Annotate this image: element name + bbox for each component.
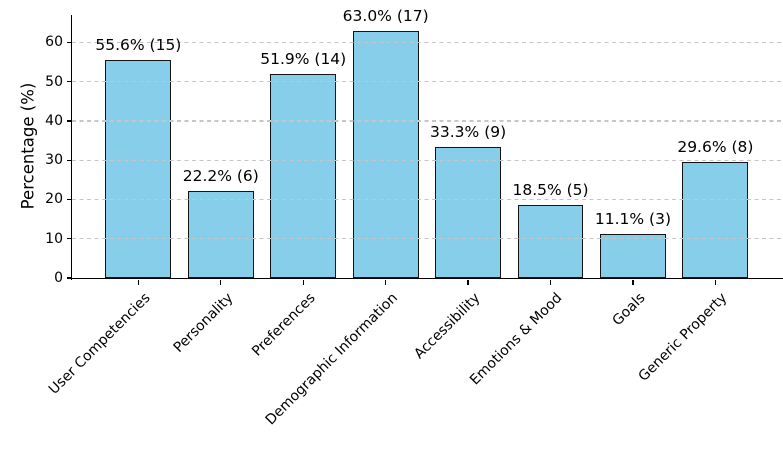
x-tick-mark-preferences xyxy=(302,279,304,285)
x-tick-label-accessibility: Accessibility xyxy=(411,290,484,363)
y-axis-spine xyxy=(70,15,72,280)
bar-emotions-mood xyxy=(517,205,584,278)
bar-annotation-generic-property: 29.6% (8) xyxy=(677,137,754,156)
y-tick-mark-40 xyxy=(66,120,72,122)
bar-annotation-goals: 11.1% (3) xyxy=(594,210,672,229)
x-tick-mark-emotions-mood xyxy=(549,279,552,285)
x-tick-label-goals: Goals xyxy=(609,290,649,330)
gridline-10 xyxy=(72,238,783,240)
bar-user-competencies xyxy=(105,59,172,278)
x-tick-label-demographic-information: Demographic Information xyxy=(262,290,401,429)
bar-annotation-emotions-mood: 18.5% (5) xyxy=(512,181,589,200)
bar-generic-property xyxy=(682,161,749,278)
x-axis-spine xyxy=(70,277,783,280)
x-tick-label-generic-property: Generic Property xyxy=(635,290,731,385)
gridline-50 xyxy=(72,81,783,83)
gridline-60 xyxy=(72,41,783,44)
x-tick-mark-personality xyxy=(220,279,222,285)
bar-annotation-demographic-information: 63.0% (17) xyxy=(342,6,429,25)
y-tick-label-40: 40 xyxy=(45,112,63,129)
gridline-20 xyxy=(72,198,783,201)
x-tick-label-preferences: Preferences xyxy=(249,290,319,360)
y-tick-mark-30 xyxy=(66,159,72,161)
gridline-30 xyxy=(72,159,783,161)
bar-annotation-user-competencies: 55.6% (15) xyxy=(95,35,182,54)
y-tick-label-30: 30 xyxy=(45,152,63,169)
y-tick-mark-0 xyxy=(66,277,72,279)
y-tick-mark-10 xyxy=(66,238,72,240)
y-tick-label-50: 50 xyxy=(45,73,63,90)
bar-annotation-personality: 22.2% (6) xyxy=(182,166,259,185)
y-tick-mark-50 xyxy=(66,81,72,83)
gridline-40 xyxy=(72,120,783,122)
x-tick-mark-demographic-information xyxy=(384,279,387,285)
bar-goals xyxy=(599,234,666,278)
x-tick-mark-accessibility xyxy=(467,279,469,285)
y-tick-label-0: 0 xyxy=(54,270,63,286)
x-tick-label-emotions-mood: Emotions & Mood xyxy=(467,290,566,389)
bar-accessibility xyxy=(435,147,502,278)
x-tick-label-user-competencies: User Competencies xyxy=(45,290,154,398)
x-tick-mark-user-competencies xyxy=(137,279,140,285)
y-tick-mark-60 xyxy=(66,41,72,44)
bar-demographic-information xyxy=(352,30,419,278)
x-tick-mark-goals xyxy=(632,279,634,285)
y-tick-label-10: 10 xyxy=(45,230,63,247)
bar-annotation-preferences: 51.9% (14) xyxy=(260,50,347,69)
x-tick-label-personality: Personality xyxy=(170,290,237,356)
bar-annotation-accessibility: 33.3% (9) xyxy=(430,123,507,142)
x-tick-mark-generic-property xyxy=(714,279,717,285)
y-tick-label-20: 20 xyxy=(45,191,63,208)
y-tick-label-60: 60 xyxy=(45,34,63,51)
bar-personality xyxy=(187,190,254,278)
y-tick-mark-20 xyxy=(66,198,72,201)
bar-preferences xyxy=(270,74,337,278)
